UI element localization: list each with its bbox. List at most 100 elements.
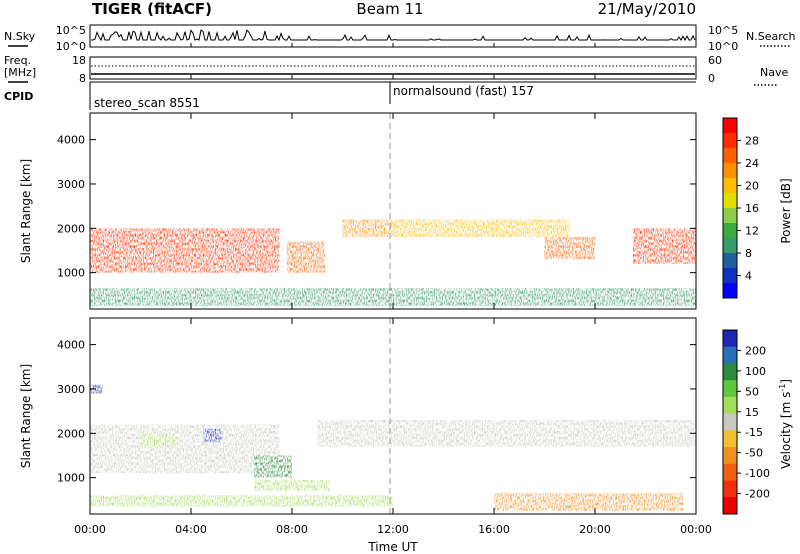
velocity-colorbar-swatch-1 xyxy=(723,346,737,364)
velocity-ytick-label-3: 1000 xyxy=(57,472,85,485)
freq-label-line1: Freq. xyxy=(4,54,31,67)
xtick-label-6: 00:00 xyxy=(680,523,712,536)
power-region-6 xyxy=(90,288,696,306)
power-colorbar-tick-label-4: 12 xyxy=(745,225,759,238)
power-colorbar-tick-label-1: 24 xyxy=(745,157,759,170)
nave-tick-top: 60 xyxy=(708,54,722,67)
power-colorbar-tick-label-3: 16 xyxy=(745,202,759,215)
velocity-colorbar-tick-label-0: 200 xyxy=(745,344,766,357)
velocity-panel-frame xyxy=(89,317,697,515)
power-colorbar-swatch-3 xyxy=(723,163,737,179)
velocity-ytick-label-2: 2000 xyxy=(57,427,85,440)
velocity-colorbar-swatch-7 xyxy=(723,447,737,465)
nave-tick-bottom: 0 xyxy=(708,72,715,85)
velocity-region-8 xyxy=(90,384,103,394)
noise-tick-top-left: 10^5 xyxy=(56,24,86,37)
xtick-label-5: 20:00 xyxy=(579,523,611,536)
power-colorbar-swatch-10 xyxy=(723,268,737,284)
xtick-label-3: 12:00 xyxy=(377,523,409,536)
power-colorbar-swatch-5 xyxy=(723,193,737,209)
velocity-ytick-label-1: 3000 xyxy=(57,383,85,396)
velocity-colorbar-label-end: ] xyxy=(779,379,793,384)
power-region-1 xyxy=(286,241,325,273)
velocity-colorbar-tick-label-3: 15 xyxy=(745,406,759,419)
velocity-ytick-label-0: 4000 xyxy=(57,339,85,352)
power-colorbar-swatch-11 xyxy=(723,283,737,299)
freq-tick-bottom: 8 xyxy=(79,72,86,85)
power-colorbar-swatch-0 xyxy=(723,118,737,134)
velocity-colorbar-swatch-4 xyxy=(723,396,737,415)
power-region-3 xyxy=(393,219,570,238)
xtick-label-2: 08:00 xyxy=(276,523,308,536)
power-colorbar-tick-label-0: 28 xyxy=(745,135,759,148)
power-region-0 xyxy=(90,228,280,273)
velocity-heatmap xyxy=(90,384,696,511)
noise-tick-bottom-right: 10^0 xyxy=(708,40,738,53)
power-colorbar-tick-label-5: 8 xyxy=(745,247,752,260)
nsearch-label: N.Search xyxy=(746,30,796,43)
beam-title: Beam 11 xyxy=(356,0,423,18)
velocity-colorbar-frame xyxy=(722,329,738,515)
velocity-colorbar-tick-label-7: -200 xyxy=(745,488,770,501)
power-region-2 xyxy=(342,219,393,238)
velocity-region-2 xyxy=(140,433,179,447)
power-ytick-label-0: 4000 xyxy=(57,134,85,147)
power-ytick-label-2: 2000 xyxy=(57,222,85,235)
power-ytick-label-1: 3000 xyxy=(57,178,85,191)
nsky-label: N.Sky xyxy=(4,30,36,43)
cpid-entry-second: normalsound (fast) 157 xyxy=(393,84,534,98)
xtick-label-1: 04:00 xyxy=(175,523,207,536)
nsky-series-line xyxy=(91,29,696,42)
noise-tick-bottom-left: 10^0 xyxy=(56,40,86,53)
velocity-colorbar-tick-label-6: -100 xyxy=(745,467,770,480)
velocity-colorbar-swatch-3 xyxy=(723,380,737,398)
cpid-entry-first: stereo_scan 8551 xyxy=(94,96,200,110)
power-colorbar-label: Power [dB] xyxy=(779,178,793,243)
velocity-colorbar-swatch-2 xyxy=(723,363,737,381)
velocity-colorbar-label-main: Velocity [m s xyxy=(779,392,793,469)
radar-title: TIGER (fitACF) xyxy=(92,0,212,18)
velocity-region-4 xyxy=(254,455,292,478)
velocity-colorbar-tick-label-1: 100 xyxy=(745,365,766,378)
xtick-label-0: 00:00 xyxy=(74,523,106,536)
velocity-region-6 xyxy=(494,493,684,511)
velocity-colorbar-swatch-6 xyxy=(723,430,737,448)
power-colorbar-tick-label-2: 20 xyxy=(745,180,759,193)
date-title: 21/May/2010 xyxy=(598,0,696,18)
power-colorbar-swatch-8 xyxy=(723,238,737,254)
velocity-region-3 xyxy=(203,428,222,443)
velocity-region-1 xyxy=(317,419,696,447)
freq-tick-top: 18 xyxy=(72,54,86,67)
power-colorbar-swatch-2 xyxy=(723,148,737,164)
power-colorbar-swatch-9 xyxy=(723,253,737,269)
velocity-colorbar-tick-label-2: 50 xyxy=(745,385,759,398)
velocity-colorbar-swatch-5 xyxy=(723,413,737,431)
velocity-region-0 xyxy=(90,424,280,474)
velocity-colorbar-swatch-10 xyxy=(723,497,737,515)
velocity-colorbar-label: Velocity [m s-1] xyxy=(778,379,793,469)
velocity-y-axis-label: Slant Range [km] xyxy=(19,364,33,468)
velocity-colorbar-tick-label-5: -50 xyxy=(745,447,763,460)
power-heatmap xyxy=(90,219,696,306)
noise-tick-top-right: 10^5 xyxy=(708,24,738,37)
power-colorbar-swatch-1 xyxy=(723,133,737,149)
power-colorbar-swatch-4 xyxy=(723,178,737,194)
velocity-colorbar-swatch-9 xyxy=(723,480,737,498)
power-region-5 xyxy=(632,228,696,264)
power-y-axis-label: Slant Range [km] xyxy=(19,159,33,263)
power-colorbar-tick-label-6: 4 xyxy=(745,270,752,283)
power-colorbar-swatch-7 xyxy=(723,223,737,239)
velocity-region-7 xyxy=(90,495,393,507)
power-ytick-label-3: 1000 xyxy=(57,267,85,280)
power-panel-frame xyxy=(89,112,697,310)
velocity-colorbar-label-sup: -1 xyxy=(778,384,787,392)
velocity-colorbar-swatch-8 xyxy=(723,463,737,482)
freq-label-line2: [MHz] xyxy=(4,66,36,79)
velocity-region-5 xyxy=(254,479,330,491)
power-colorbar-swatch-6 xyxy=(723,208,737,224)
xtick-label-4: 16:00 xyxy=(478,523,510,536)
x-axis-label: Time UT xyxy=(367,540,418,554)
velocity-colorbar-swatch-0 xyxy=(723,330,737,348)
nave-label: Nave xyxy=(760,66,788,79)
